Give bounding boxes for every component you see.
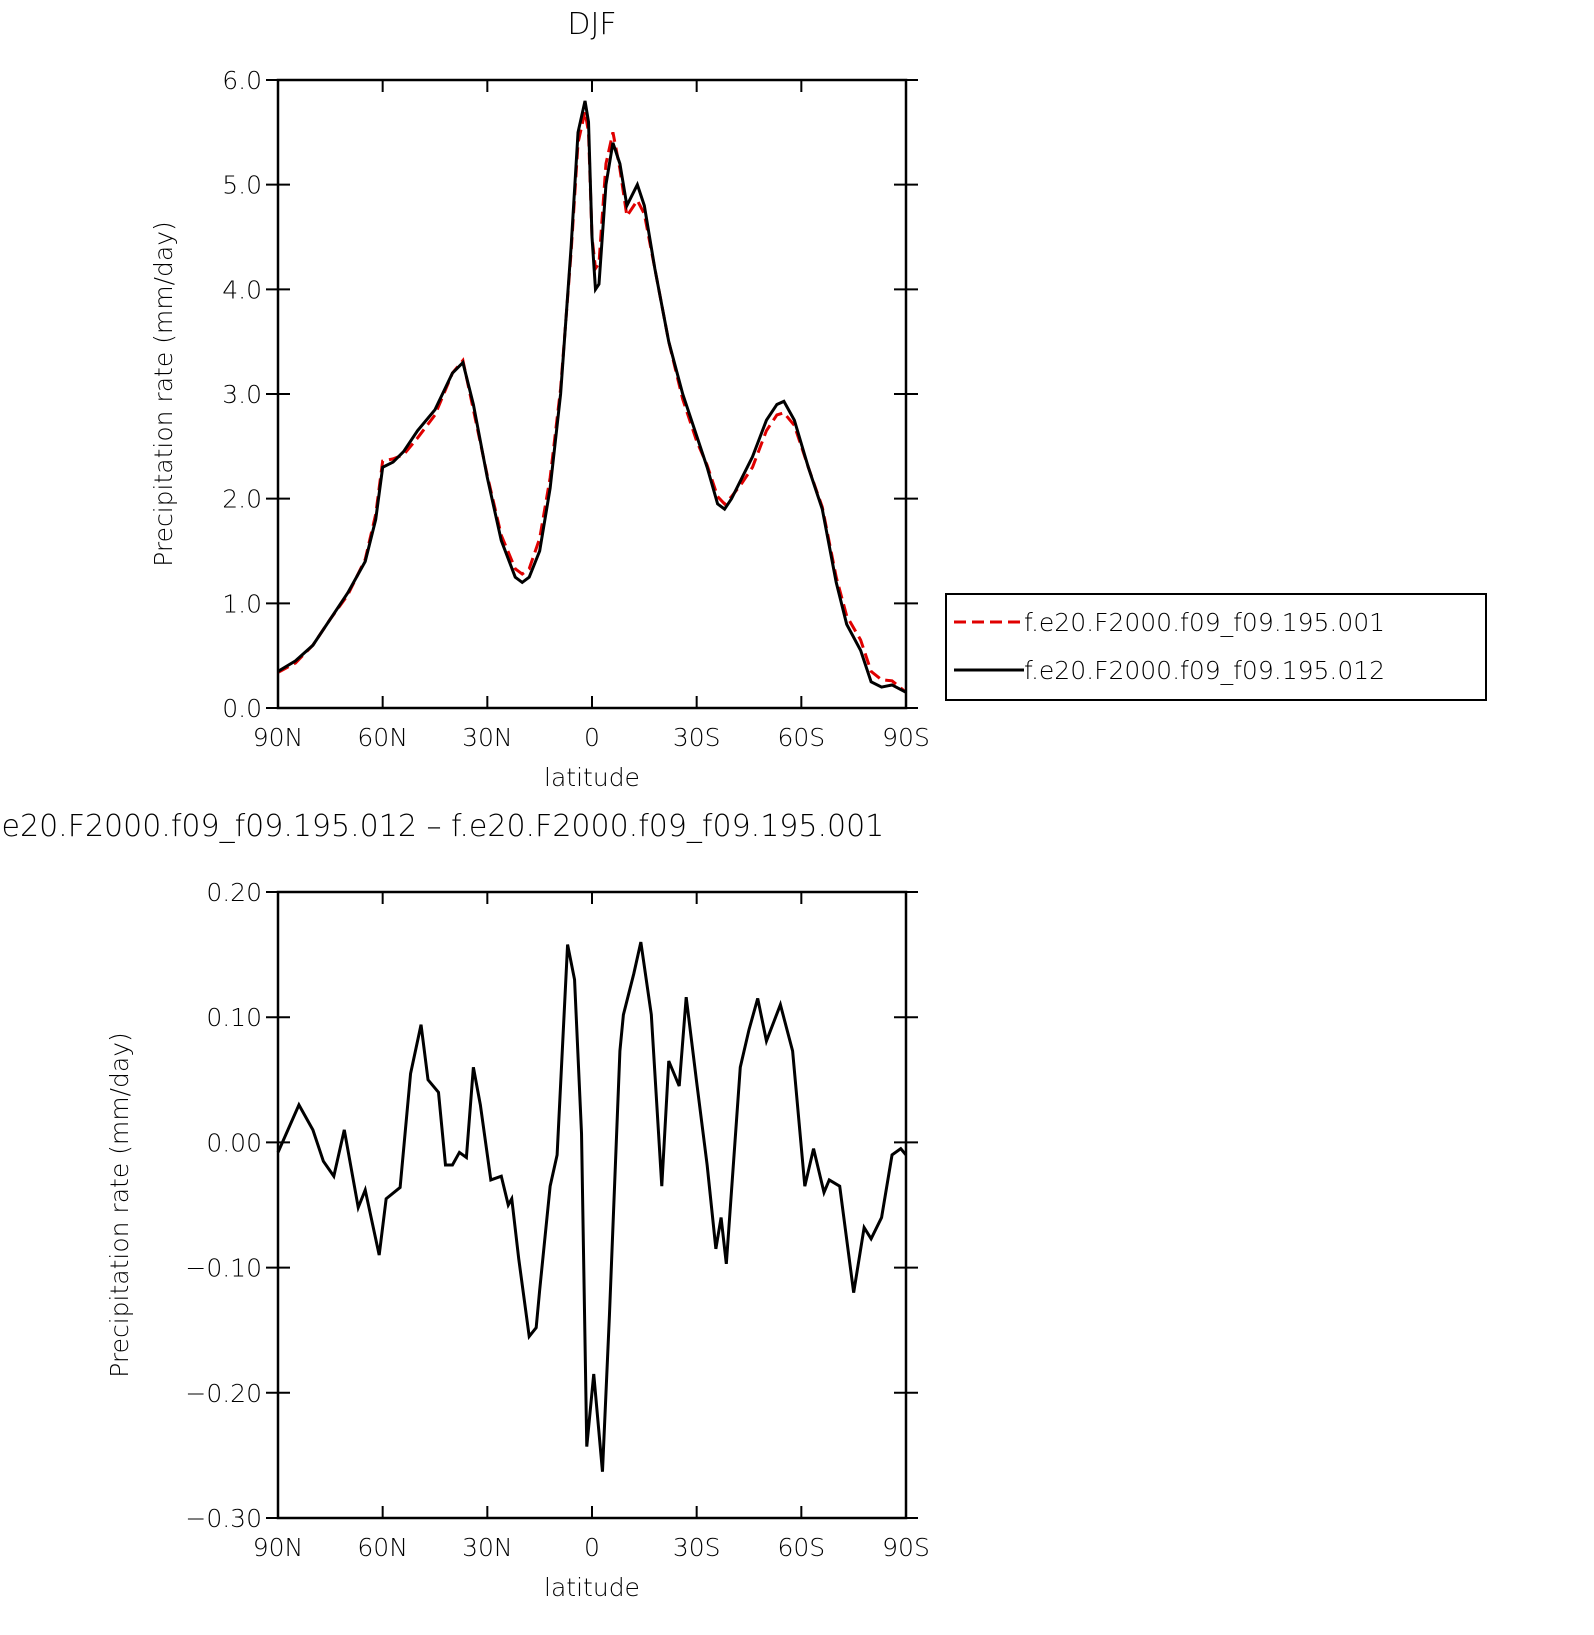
- y-tick-label: 3.0: [222, 380, 262, 409]
- chart-title: DJF: [567, 7, 616, 42]
- y-tick-label: 0.00: [206, 1128, 262, 1157]
- legend: f.e20.F2000.f09_f09.195.001 f.e20.F2000.f…: [945, 593, 1487, 701]
- x-tick-label: 30N: [462, 1533, 513, 1562]
- y-tick-label: 0.0: [222, 694, 262, 723]
- y-tick-label: 1.0: [222, 589, 262, 618]
- x-tick-label: 90N: [253, 723, 304, 752]
- y-tick-label: −0.20: [185, 1379, 262, 1408]
- x-tick-label: 30N: [462, 723, 513, 752]
- x-tick-label: 60N: [357, 1533, 408, 1562]
- legend-label: f.e20.F2000.f09_f09.195.001: [1024, 608, 1385, 637]
- data-line: [276, 941, 908, 1472]
- x-tick-label: 0: [584, 723, 600, 752]
- x-tick-label: 0: [584, 1533, 600, 1562]
- y-axis-label: Precipitation rate (mm/day): [105, 1032, 134, 1378]
- legend-box: [945, 593, 1487, 701]
- legend-label: f.e20.F2000.f09_f09.195.012: [1024, 656, 1385, 685]
- data-line: [277, 111, 907, 694]
- x-tick-label: 90S: [882, 1533, 930, 1562]
- y-tick-label: 5.0: [222, 171, 262, 200]
- x-axis-label: latitude: [544, 763, 640, 792]
- y-tick-label: −0.10: [185, 1254, 262, 1283]
- x-tick-label: 90N: [253, 1533, 304, 1562]
- x-tick-label: 90S: [882, 723, 930, 752]
- x-tick-label: 60S: [777, 723, 825, 752]
- x-tick-label: 60S: [777, 1533, 825, 1562]
- x-tick-label: 60N: [357, 723, 408, 752]
- x-tick-label: 30S: [673, 723, 721, 752]
- plot-frame: [276, 890, 908, 1520]
- y-tick-label: 0.10: [206, 1003, 262, 1032]
- y-tick-label: 6.0: [222, 66, 262, 95]
- y-tick-label: 0.20: [206, 878, 262, 907]
- y-tick-label: −0.30: [185, 1504, 262, 1533]
- y-tick-label: 2.0: [222, 485, 262, 514]
- data-line: [277, 100, 907, 694]
- x-axis-label: latitude: [544, 1573, 640, 1602]
- y-tick-label: 4.0: [222, 275, 262, 304]
- x-tick-label: 30S: [673, 1533, 721, 1562]
- plot-frame: [276, 78, 908, 710]
- chart-title: .e20.F2000.f09_f09.195.012 – f.e20.F2000…: [0, 809, 884, 844]
- y-axis-label: Precipitation rate (mm/day): [149, 221, 178, 567]
